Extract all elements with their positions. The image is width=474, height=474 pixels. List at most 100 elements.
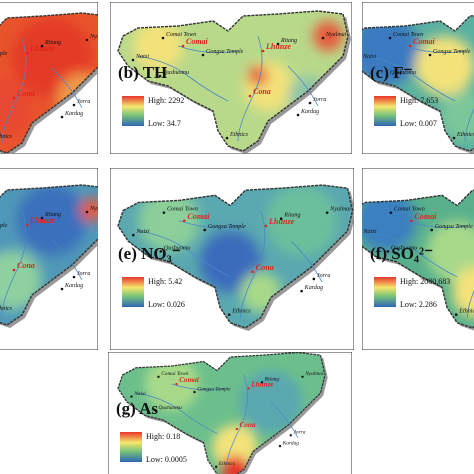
legend-high: High: 2292 xyxy=(148,96,184,105)
place-name: Comai Town xyxy=(393,32,423,38)
place-name: Kardag xyxy=(300,109,319,115)
place-name: Ritang xyxy=(264,376,280,382)
place-name: Cona xyxy=(256,263,274,272)
river xyxy=(1,37,27,144)
panel-title: (f) SO₄²⁻ xyxy=(370,244,433,263)
panel-title: (g) As xyxy=(116,399,158,418)
place-dot xyxy=(25,51,29,55)
place-name: Nyalmai xyxy=(329,207,351,213)
place-dot xyxy=(130,395,133,398)
place-dot xyxy=(385,74,389,78)
place-name: Naixi xyxy=(362,54,376,60)
legend-bar xyxy=(120,432,142,462)
place-name: Ritang xyxy=(280,38,297,44)
legend-low: Low: 0.0005 xyxy=(146,455,187,464)
map-outline xyxy=(0,12,98,154)
place-name: Ethnics xyxy=(456,132,474,138)
place-dot xyxy=(12,96,16,100)
place-dot xyxy=(325,211,329,214)
place-dot xyxy=(359,234,362,237)
place-dot xyxy=(214,465,218,468)
place-dot xyxy=(193,390,196,394)
river xyxy=(404,45,466,54)
place-name: Jorra xyxy=(317,273,331,279)
legend-low: Low: 34.7 xyxy=(148,119,181,128)
place-name: Ethnics xyxy=(229,132,249,138)
river xyxy=(287,65,319,107)
place-name: Nyalmai xyxy=(89,206,111,212)
place-name: Comai Town xyxy=(161,371,189,377)
place-name: Ethnics xyxy=(231,309,251,315)
place-name: Jorra xyxy=(294,430,306,436)
place-name: Qushuomu xyxy=(391,245,417,251)
river xyxy=(51,67,83,109)
place-dot xyxy=(225,136,229,140)
place-name: Comai xyxy=(414,212,437,221)
panel-title: (c) F⁻ xyxy=(370,63,413,82)
place-dot xyxy=(131,233,135,237)
place-name: Nyalmai xyxy=(325,32,347,38)
blob xyxy=(80,198,98,222)
place-dot xyxy=(389,211,393,214)
place-name: Cona xyxy=(17,89,35,98)
place-dot xyxy=(388,36,392,40)
river xyxy=(364,55,456,102)
place-name: Comai Town xyxy=(166,32,196,38)
place-name: Qushuomu xyxy=(164,245,190,251)
place-dot xyxy=(162,211,166,214)
place-dot xyxy=(154,409,157,413)
place-dot xyxy=(175,382,178,386)
place-dot xyxy=(430,228,434,232)
legend-bar xyxy=(122,277,144,307)
panel-title: (b) TH xyxy=(118,63,167,82)
map-blobs xyxy=(362,190,474,318)
map-outline xyxy=(117,10,349,152)
place-name: Kardag xyxy=(64,111,83,117)
place-name: Kardag xyxy=(304,285,323,291)
place-dot xyxy=(248,94,252,98)
place-dot xyxy=(264,224,268,228)
blob xyxy=(239,370,303,434)
legend-low: Low: 0.026 xyxy=(148,300,185,309)
place-dot xyxy=(251,270,254,274)
river xyxy=(291,240,323,283)
place-name: Ethnics xyxy=(0,306,13,312)
place-name: Comai xyxy=(179,376,199,384)
blob xyxy=(145,357,199,411)
place-dot xyxy=(261,49,265,53)
place-name: Comai Town xyxy=(167,207,198,213)
place-dot xyxy=(289,434,292,437)
place-name: Nyalmai xyxy=(304,371,324,377)
place-name: Qushuomu xyxy=(390,70,416,76)
blob xyxy=(221,456,249,474)
river xyxy=(225,374,248,470)
place-name: Gongsa Temple xyxy=(197,386,231,392)
place-name: Ethnics xyxy=(0,134,13,140)
place-name: Comai Town xyxy=(394,207,425,213)
map-outline xyxy=(117,184,354,329)
place-name: Ritang xyxy=(283,213,300,219)
place-dot xyxy=(12,268,16,272)
river xyxy=(406,220,468,228)
legend-bar xyxy=(374,277,396,307)
place-dot xyxy=(181,44,185,48)
place-dot xyxy=(235,427,238,431)
river xyxy=(138,230,231,278)
place-name: Jorra xyxy=(77,271,90,277)
place-dot xyxy=(308,101,312,105)
place-dot xyxy=(85,210,89,214)
place-dot xyxy=(409,219,413,223)
blob xyxy=(415,36,474,96)
place-dot xyxy=(454,313,458,316)
legend-high: High: 5.42 xyxy=(148,277,182,286)
blob xyxy=(313,21,343,51)
river xyxy=(51,239,83,281)
place-dot xyxy=(260,381,264,384)
river xyxy=(177,45,239,54)
